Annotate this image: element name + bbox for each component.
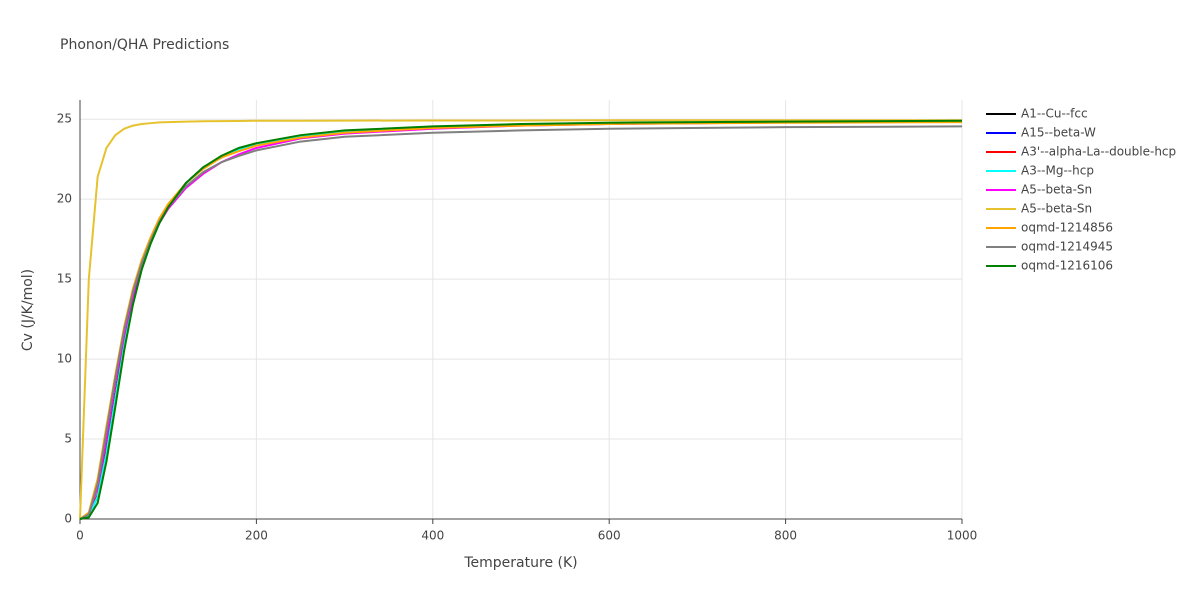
series-line — [79, 119, 963, 520]
series-line — [79, 120, 963, 520]
series-line — [79, 125, 963, 520]
legend-label: oqmd-1214856 — [1021, 221, 1113, 235]
series-line — [79, 120, 963, 520]
legend-label: A5--beta-Sn — [1021, 202, 1092, 216]
x-tick-label: 200 — [245, 529, 268, 543]
legend-label: A1--Cu--fcc — [1021, 107, 1088, 121]
x-tick-label: 1000 — [947, 529, 978, 543]
y-tick-label: 10 — [57, 352, 72, 366]
series-line — [79, 121, 963, 520]
y-tick-label: 0 — [64, 512, 72, 526]
series-line — [79, 119, 962, 520]
x-axis-title: Temperature (K) — [463, 555, 577, 571]
y-tick-label: 20 — [57, 192, 72, 206]
y-tick-label: 25 — [57, 112, 72, 126]
legend-label: A15--beta-W — [1021, 126, 1096, 140]
y-axis-title: Cv (J/K/mol) — [20, 269, 36, 351]
series-line — [79, 120, 963, 520]
y-tick-label: 5 — [64, 432, 72, 446]
x-tick-label: 800 — [774, 529, 797, 543]
legend-label: A3'--alpha-La--double-hcp — [1021, 145, 1176, 159]
legend-label: oqmd-1214945 — [1021, 240, 1113, 254]
series-line — [79, 120, 963, 520]
legend-label: A5--beta-Sn — [1021, 183, 1092, 197]
x-tick-label: 600 — [598, 529, 621, 543]
x-tick-label: 0 — [76, 529, 84, 543]
x-tick-label: 400 — [421, 529, 444, 543]
y-tick-label: 15 — [57, 272, 72, 286]
chart-title: Phonon/QHA Predictions — [60, 37, 229, 53]
legend-label: A3--Mg--hcp — [1021, 164, 1094, 178]
legend-label: oqmd-1216106 — [1021, 259, 1113, 273]
series-line — [79, 120, 963, 520]
